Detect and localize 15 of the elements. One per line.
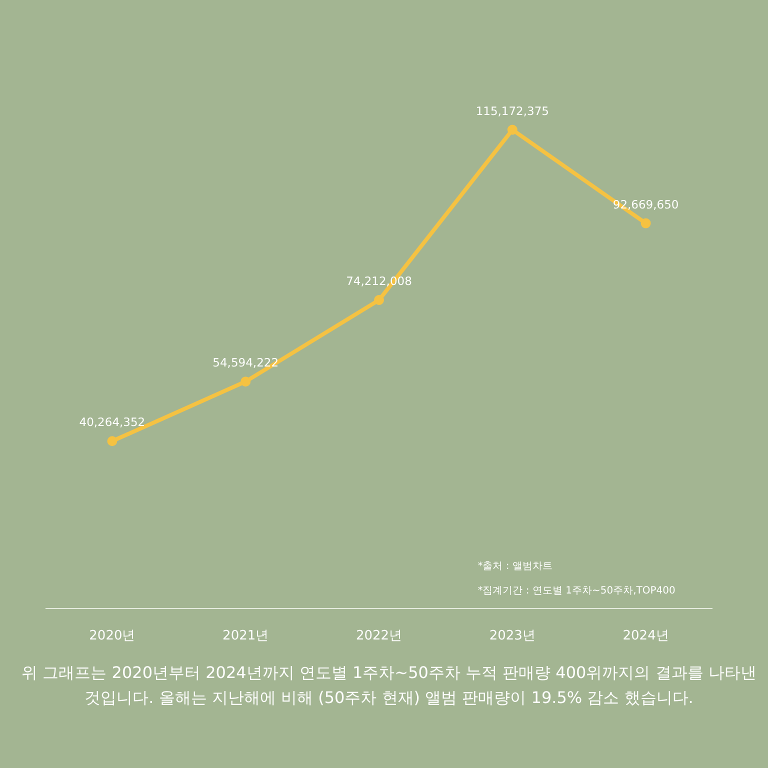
point [240,376,251,387]
x-tick-label: 2023년 [489,628,536,644]
x-tick-label: 2021년 [222,628,269,644]
data-label: 115,172,375 [476,104,549,118]
text: 위 그래프는 2020년부터 2024년까지 연도별 1주차~50주차 누적 판매량 400위까지의 결과를 나타낸 것입니다. 올해는 지난해에 비해 (50주차 현재) 앨범 판매량이 19.5% 감소 했습니다. [20,662,758,709]
x-tick-label: 2022년 [356,628,402,644]
x-tick-label: 2020년 [89,628,136,644]
data-label: 40,264,352 [79,415,146,430]
x-tick-label: 2024년 [622,628,669,644]
text: *집계기간 : 연도별 1주차~50주차,TOP400 [478,585,676,596]
point [107,436,118,446]
point [640,218,651,228]
point [374,295,384,306]
point [507,124,518,135]
text: *출처 : 앨범차트 [478,561,552,572]
